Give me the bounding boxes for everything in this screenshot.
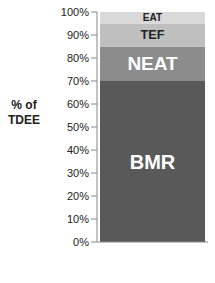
svg-text:TEF: TEF: [141, 28, 165, 42]
svg-text:NEAT: NEAT: [127, 53, 178, 74]
svg-text:BMR: BMR: [130, 151, 176, 173]
svg-text:% ofTDEE: % ofTDEE: [8, 98, 40, 127]
svg-text:40%: 40%: [67, 144, 89, 156]
svg-text:70%: 70%: [67, 75, 89, 87]
svg-text:90%: 90%: [67, 29, 89, 41]
svg-text:0%: 0%: [73, 236, 89, 248]
svg-text:30%: 30%: [67, 167, 89, 179]
svg-text:80%: 80%: [67, 52, 89, 64]
svg-text:100%: 100%: [61, 6, 89, 18]
svg-text:20%: 20%: [67, 190, 89, 202]
svg-text:60%: 60%: [67, 98, 89, 110]
svg-text:EAT: EAT: [143, 12, 162, 23]
svg-text:50%: 50%: [67, 121, 89, 133]
svg-text:10%: 10%: [67, 213, 89, 225]
